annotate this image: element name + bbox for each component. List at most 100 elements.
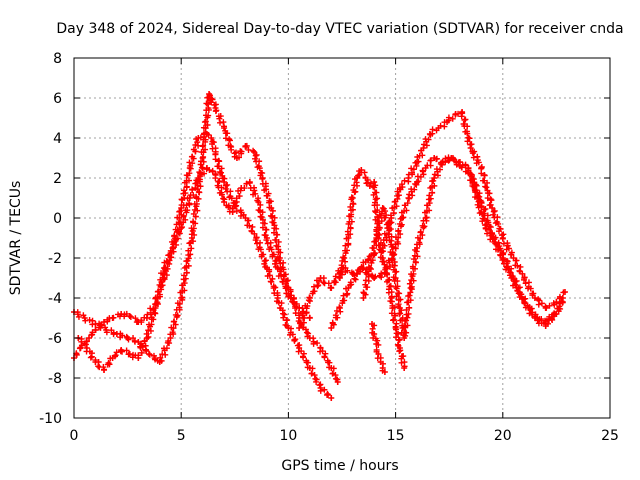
axis-ticks: 0 5 10 15 20 25 -10 -8 -6 -4 -2 0 2 4 6 8 bbox=[39, 51, 619, 444]
trace-markers bbox=[365, 238, 380, 271]
trace-markers bbox=[469, 148, 485, 170]
series-trace-g bbox=[336, 167, 408, 371]
series-trace-h bbox=[369, 321, 388, 375]
y-tick-label: 0 bbox=[53, 211, 62, 227]
y-tick-label: 4 bbox=[53, 131, 62, 147]
y-tick-label: -10 bbox=[39, 411, 62, 427]
trace-markers bbox=[186, 136, 202, 169]
trace-markers bbox=[368, 180, 375, 187]
trace-markers bbox=[385, 226, 400, 281]
trace-markers bbox=[177, 195, 193, 231]
data-point bbox=[328, 325, 335, 331]
data-point bbox=[467, 145, 474, 151]
data-point bbox=[296, 325, 303, 331]
data-point bbox=[401, 365, 408, 371]
data-point bbox=[208, 135, 215, 141]
trace-markers bbox=[429, 126, 440, 137]
trace-markers bbox=[521, 276, 537, 299]
data-point bbox=[561, 289, 568, 295]
trace-markers bbox=[348, 176, 361, 201]
data-point bbox=[186, 195, 193, 201]
data-point bbox=[126, 313, 133, 319]
trace-markers bbox=[157, 338, 173, 364]
trace-markers bbox=[206, 92, 219, 109]
trace-markers bbox=[413, 217, 430, 248]
trace-markers bbox=[255, 201, 270, 239]
trace-markers bbox=[95, 320, 109, 331]
data-point bbox=[349, 195, 356, 201]
trace-markers bbox=[414, 167, 427, 185]
trace-markers bbox=[459, 161, 469, 169]
trace-markers bbox=[287, 325, 303, 349]
trace-markers bbox=[275, 266, 291, 297]
y-tick-label: -6 bbox=[48, 331, 62, 347]
data-point bbox=[553, 299, 560, 305]
trace-markers bbox=[188, 158, 207, 238]
trace-markers bbox=[437, 119, 448, 130]
data-point bbox=[86, 335, 93, 341]
data-point bbox=[510, 275, 517, 281]
y-axis-label: SDTVAR / TECUs bbox=[8, 181, 24, 296]
plot-frame bbox=[73, 57, 611, 419]
trace-markers bbox=[398, 177, 412, 191]
trace-markers bbox=[392, 215, 405, 248]
trace-markers bbox=[295, 348, 311, 371]
trace-markers bbox=[246, 180, 262, 204]
x-tick-label: 5 bbox=[177, 428, 186, 444]
trace-markers bbox=[259, 175, 274, 211]
trace-markers bbox=[212, 107, 228, 130]
trace-markers bbox=[327, 267, 344, 291]
trace-markers bbox=[129, 351, 139, 361]
trace-markers bbox=[252, 151, 266, 179]
data-point bbox=[341, 255, 348, 261]
series-trace-f bbox=[360, 155, 566, 341]
trace-markers bbox=[143, 307, 159, 340]
data-point bbox=[381, 369, 388, 375]
x-tick-label: 10 bbox=[279, 428, 297, 444]
trace-markers bbox=[263, 237, 280, 270]
trace-markers bbox=[273, 298, 291, 329]
trace-markers bbox=[458, 164, 472, 176]
trace-markers bbox=[317, 386, 332, 399]
y-tick-label: 8 bbox=[53, 51, 62, 67]
data-point bbox=[375, 351, 382, 357]
data-point bbox=[345, 285, 352, 291]
trace-markers bbox=[127, 313, 140, 326]
data-point bbox=[178, 225, 185, 231]
trace-markers bbox=[252, 237, 269, 270]
trace-markers bbox=[117, 330, 130, 341]
trace-markers bbox=[241, 180, 250, 192]
trace-markers bbox=[88, 329, 96, 338]
data-point bbox=[401, 335, 408, 341]
data-point bbox=[379, 205, 386, 211]
trace-markers bbox=[336, 257, 349, 278]
data-point bbox=[221, 125, 228, 131]
trace-markers bbox=[384, 271, 395, 300]
trace-markers bbox=[478, 165, 495, 209]
data-traces bbox=[71, 91, 568, 401]
trace-markers bbox=[264, 266, 281, 299]
trace-markers bbox=[152, 266, 169, 308]
trace-markers bbox=[125, 335, 138, 345]
trace-markers bbox=[103, 327, 117, 338]
trace-markers bbox=[340, 235, 352, 261]
y-tick-label: -4 bbox=[48, 291, 62, 307]
chart-title: Day 348 of 2024, Sidereal Day-to-day VTE… bbox=[56, 21, 623, 37]
trace-markers bbox=[422, 177, 438, 221]
trace-markers bbox=[206, 167, 216, 175]
trace-markers bbox=[244, 217, 260, 241]
trace-markers bbox=[78, 335, 89, 349]
trace-markers bbox=[363, 176, 371, 187]
trace-markers bbox=[229, 187, 244, 212]
data-point bbox=[489, 231, 496, 237]
trace-markers bbox=[74, 309, 87, 320]
data-point bbox=[221, 179, 228, 185]
trace-markers bbox=[458, 110, 475, 148]
trace-markers bbox=[317, 348, 333, 371]
x-tick-label: 15 bbox=[387, 428, 405, 444]
trace-markers bbox=[177, 238, 197, 301]
trace-markers bbox=[329, 307, 344, 328]
trace-markers bbox=[400, 286, 415, 339]
trace-markers bbox=[296, 297, 313, 328]
